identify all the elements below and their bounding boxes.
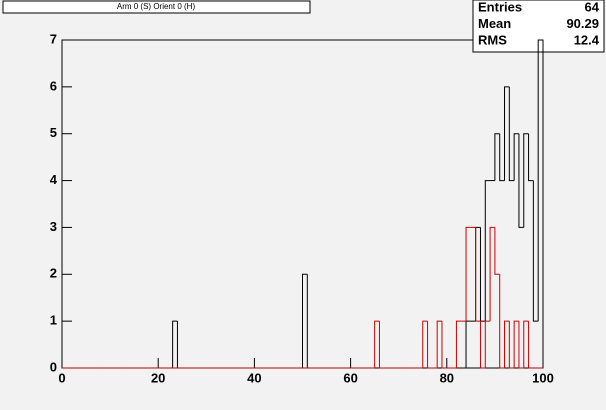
- histogram-step: [441, 321, 447, 369]
- histogram-step: [374, 320, 380, 368]
- x-tick-label: 40: [247, 370, 261, 385]
- histogram-step: [508, 321, 515, 369]
- title-box: [2, 0, 311, 14]
- histogram-step: [484, 180, 491, 322]
- y-tick-label: 5: [50, 125, 57, 140]
- histogram-step: [455, 320, 462, 368]
- histogram-step: [499, 274, 505, 369]
- stats-label: RMS: [478, 32, 507, 47]
- histogram-step: [378, 321, 385, 369]
- histogram-step: [422, 320, 428, 368]
- stats-label: Entries: [478, 0, 522, 14]
- y-tick-label: 7: [50, 31, 57, 46]
- histogram-step: [427, 321, 433, 369]
- x-tick-label: 80: [440, 370, 454, 385]
- x-tick-label: 0: [58, 370, 65, 385]
- histogram-step: [504, 320, 510, 368]
- histogram-step: [494, 133, 500, 181]
- histogram-step: [518, 321, 524, 369]
- stats-value: 64: [585, 0, 600, 14]
- histogram-step: [523, 320, 529, 368]
- chart-title: Arm 0 (S) Orient 0 (H): [117, 2, 196, 11]
- y-tick-label: 1: [50, 313, 57, 328]
- histogram-step: [537, 39, 544, 368]
- histogram-step: [523, 133, 529, 228]
- stats-value: 90.29: [566, 16, 599, 31]
- y-tick-label: 3: [50, 219, 57, 234]
- y-tick-label: 4: [50, 172, 58, 187]
- histogram-step: [465, 226, 471, 322]
- histogram-step: [504, 86, 510, 181]
- histogram-step: [508, 86, 515, 182]
- y-tick-label: 2: [50, 266, 57, 281]
- stats-label: Mean: [478, 16, 511, 31]
- histogram-step: [479, 321, 486, 369]
- x-tick-label: 100: [532, 370, 554, 385]
- histogram-step: [518, 133, 524, 228]
- histogram-step: [528, 133, 534, 182]
- histogram-step: [494, 227, 500, 275]
- histogram-step: [499, 133, 505, 182]
- histogram-step: [489, 226, 495, 322]
- x-tick-label: 60: [343, 370, 357, 385]
- histogram-step: [532, 180, 539, 322]
- x-tick-label: 20: [151, 370, 165, 385]
- histogram-step: [513, 320, 519, 368]
- histogram-step: [436, 320, 442, 368]
- histogram-step: [302, 273, 308, 368]
- y-tick-label: 6: [50, 78, 57, 93]
- histogram-step: [513, 133, 519, 181]
- histogram-step: [484, 320, 491, 368]
- stats-value: 12.4: [574, 32, 600, 47]
- histogram-step: [475, 227, 481, 322]
- histogram-step: [528, 321, 534, 369]
- histogram-step: [172, 320, 178, 368]
- y-tick-label: 0: [50, 359, 57, 374]
